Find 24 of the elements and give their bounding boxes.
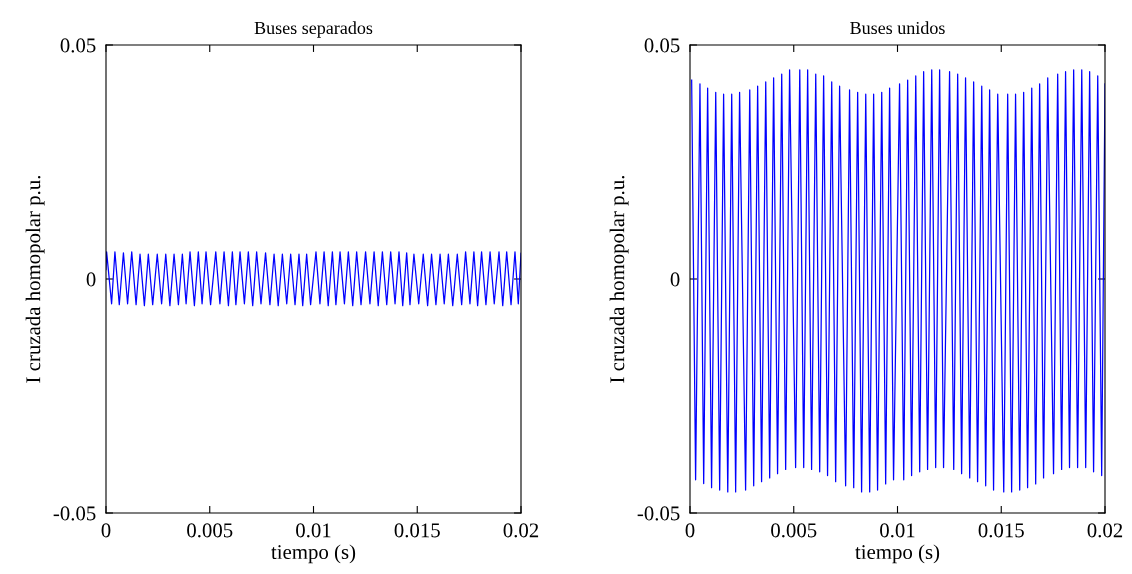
y-tick-label: 0.05	[644, 38, 680, 53]
y-tick-label: 0	[670, 272, 680, 287]
x-axis-title: tiempo (s)	[855, 544, 940, 564]
line-series	[691, 69, 1105, 493]
x-tick-label: 0.01	[880, 523, 915, 538]
x-axis-title: tiempo (s)	[271, 544, 356, 564]
y-axis-title: I cruzada homopolar p.u.	[25, 175, 45, 383]
x-tick-label: 0.015	[394, 523, 440, 538]
chart-title: Buses unidos	[850, 21, 945, 35]
y-tick-label: 0.05	[60, 38, 96, 53]
x-tick-label: 0.015	[978, 523, 1024, 538]
y-tick-label: 0	[86, 272, 96, 287]
x-tick-label: 0	[685, 523, 695, 538]
x-tick-label: 0.01	[296, 523, 331, 538]
x-tick-label: 0	[101, 523, 111, 538]
x-tick-label: 0.005	[187, 523, 233, 538]
x-tick-label: 0.02	[503, 523, 539, 538]
y-axis-title: I cruzada homopolar p.u.	[609, 175, 629, 383]
x-tick-label: 0.02	[1087, 523, 1123, 538]
y-tick-label: -0.05	[53, 506, 96, 521]
x-tick-label: 0.005	[771, 523, 817, 538]
chart-title: Buses separados	[254, 21, 373, 38]
y-tick-label: -0.05	[637, 506, 680, 521]
line-series	[106, 251, 521, 307]
